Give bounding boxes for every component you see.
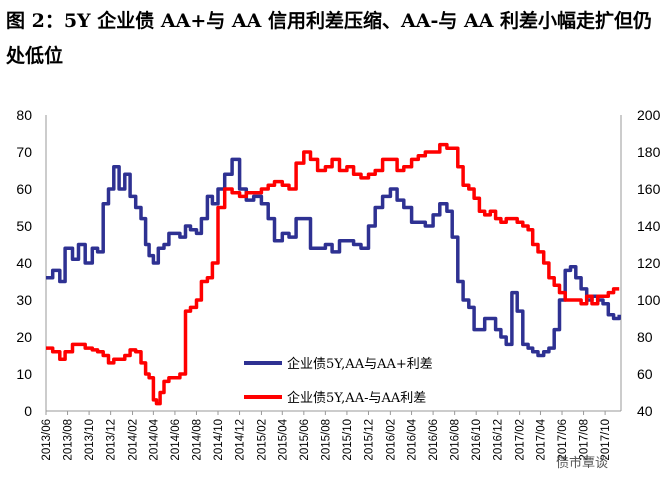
legend-label-series-2: 企业债5Y,AA-与AA利差 <box>287 390 426 406</box>
x-tick-label: 2017/02 <box>515 419 527 461</box>
chart-title: 图 2：5Y 企业债 AA+与 AA 信用利差压缩、AA-与 AA 利差小幅走扩… <box>6 10 653 67</box>
right-tick-label: 200 <box>637 107 661 123</box>
right-axis-ticks: 40 60 80 100 120 140 160 180 200 <box>637 107 661 419</box>
x-tick-label: 2017/04 <box>535 418 547 460</box>
x-tick-label: 2016/08 <box>450 419 462 461</box>
series-line-1 <box>46 157 621 358</box>
right-tick-label: 60 <box>637 366 653 382</box>
x-tick-label: 2015/06 <box>299 419 311 461</box>
left-tick-label: 40 <box>16 255 32 271</box>
x-tick-label: 2015/04 <box>277 418 289 460</box>
x-tick-label: 2017/10 <box>600 419 612 461</box>
legend: 企业债5Y,AA与AA+利差 企业债5Y,AA-与AA利差 <box>244 356 433 406</box>
x-tick-label: 2016/02 <box>385 419 397 461</box>
x-tick-label: 2014/08 <box>191 419 203 461</box>
right-tick-label: 120 <box>637 255 661 271</box>
left-tick-label: 30 <box>16 292 32 308</box>
x-tick-label: 2016/10 <box>471 419 483 461</box>
left-tick-label: 20 <box>16 329 32 345</box>
x-tick-label: 2013/08 <box>63 419 75 461</box>
series-line-2 <box>46 142 620 406</box>
x-tick-label: 2014/06 <box>170 419 182 461</box>
legend-label-series-1: 企业债5Y,AA与AA+利差 <box>287 356 433 372</box>
x-tick-label: 2016/12 <box>493 419 505 461</box>
x-tick-label: 2015/12 <box>363 419 375 461</box>
x-tick-label: 2013/12 <box>106 419 118 461</box>
right-tick-label: 180 <box>637 144 661 160</box>
left-tick-label: 10 <box>16 366 32 382</box>
x-tick-label: 2015/02 <box>256 419 268 461</box>
x-tick-label: 2017/06 <box>557 419 569 461</box>
left-tick-label: 80 <box>16 107 32 123</box>
left-axis-ticks: 0 10 20 30 40 50 60 70 80 <box>16 107 32 419</box>
x-tick-label: 2014/02 <box>128 419 140 461</box>
left-tick-label: 60 <box>16 181 32 197</box>
right-tick-label: 140 <box>637 218 661 234</box>
left-tick-label: 70 <box>16 144 32 160</box>
x-tick-label: 2014/04 <box>148 418 160 460</box>
series-layer <box>46 142 621 406</box>
x-tick-label: 2017/08 <box>579 419 591 461</box>
watermark-text: 债市覃谈 <box>556 456 609 471</box>
right-tick-label: 80 <box>637 329 653 345</box>
x-axis-ticks: 2013/06 2013/08 2013/10 2013/12 2014/02 2014/… <box>41 411 612 461</box>
x-tick-label: 2013/06 <box>41 419 53 461</box>
x-tick-label: 2013/10 <box>84 419 96 461</box>
x-tick-label: 2016/04 <box>407 418 419 460</box>
left-tick-label: 50 <box>16 218 32 234</box>
x-tick-label: 2014/10 <box>213 419 225 461</box>
left-tick-label: 0 <box>24 403 32 419</box>
x-tick-label: 2015/10 <box>342 419 354 461</box>
right-tick-label: 100 <box>637 292 661 308</box>
right-tick-label: 40 <box>637 403 653 419</box>
x-tick-label: 2015/08 <box>320 419 332 461</box>
x-tick-label: 2014/12 <box>235 419 247 461</box>
x-tick-label: 2016/06 <box>428 419 440 461</box>
right-tick-label: 160 <box>637 181 661 197</box>
